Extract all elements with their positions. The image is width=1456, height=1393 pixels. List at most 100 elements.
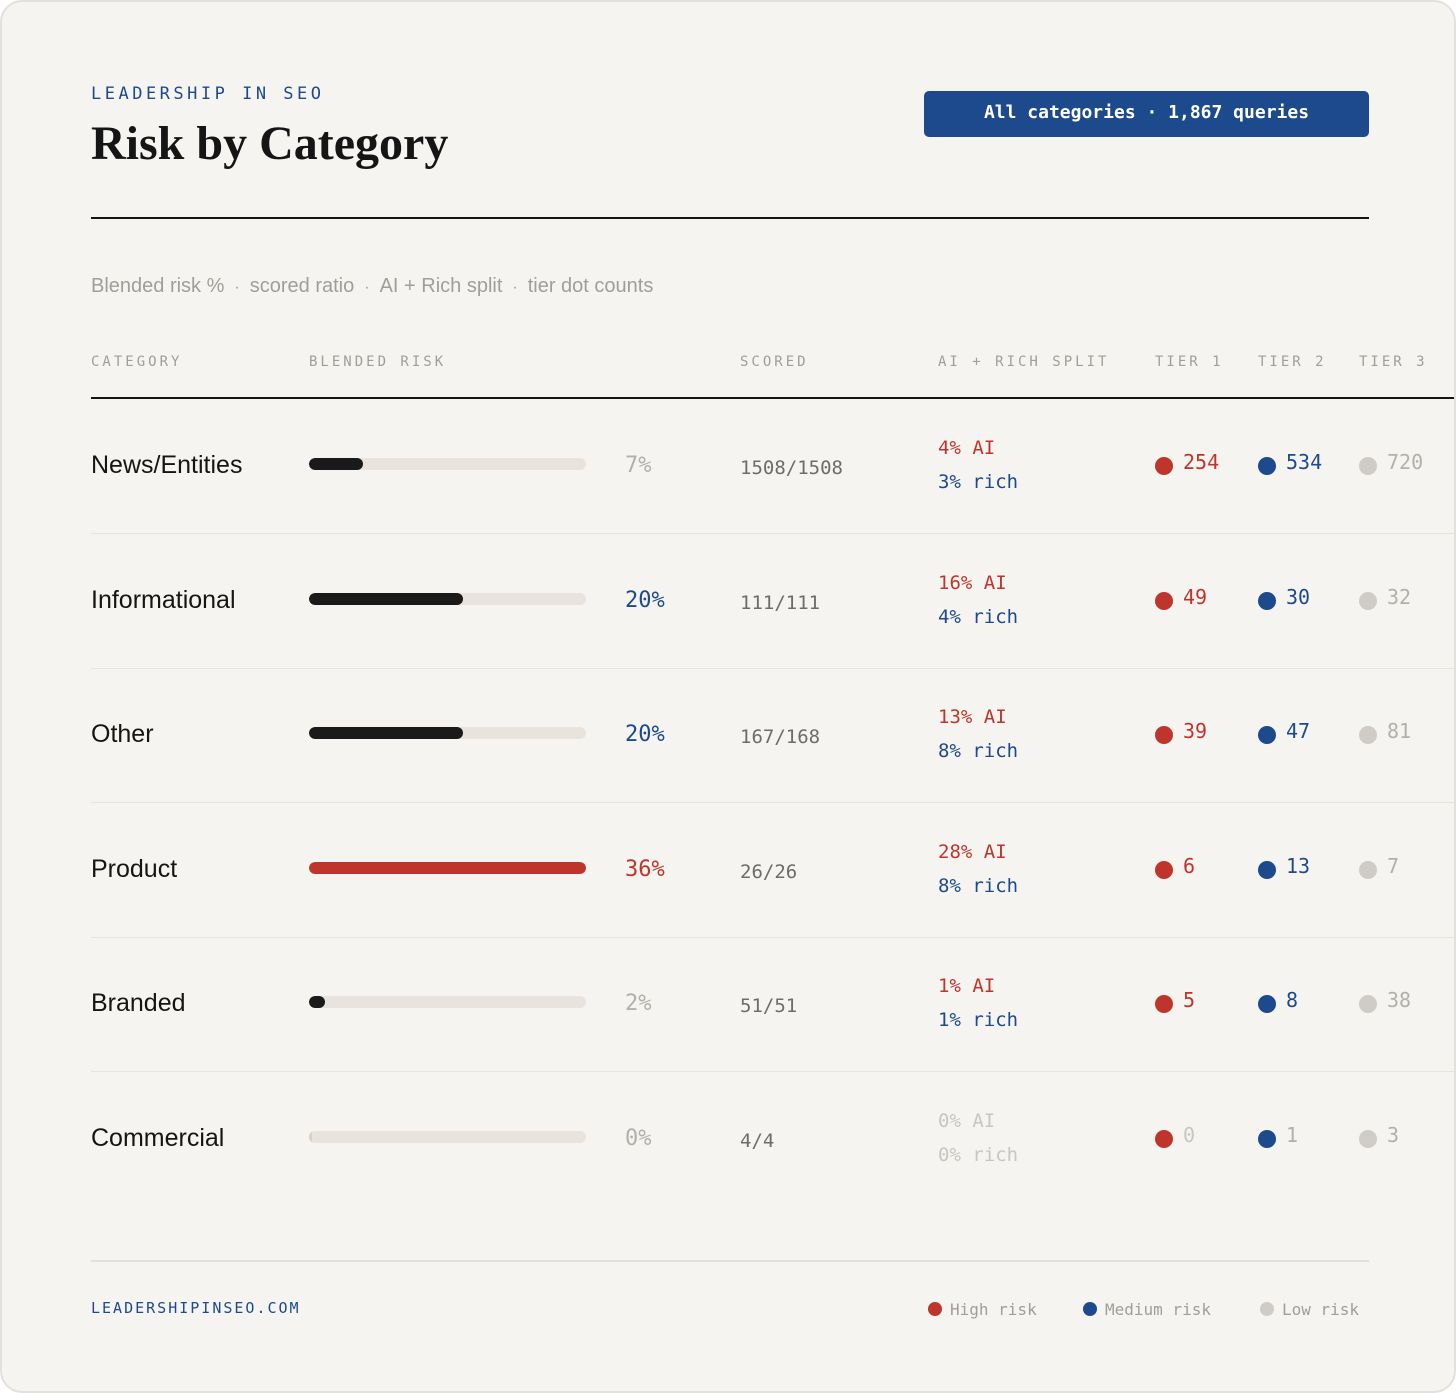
table-row: Informational 20% 111/111 16% AI 4% rich 49 30… bbox=[2, 534, 1454, 669]
medium-risk-dot-icon bbox=[1258, 592, 1276, 610]
tier2-value: 30 bbox=[1286, 585, 1311, 609]
chart-subtitle: Blended risk % · scored ratio · AI + Rich sp… bbox=[91, 275, 653, 298]
risk-bar bbox=[309, 996, 325, 1008]
column-header-tier2: TIER 2 bbox=[1258, 354, 1327, 370]
tier3-value: 3 bbox=[1387, 1123, 1400, 1147]
table-row: Branded 2% 51/51 1% AI 1% rich 5 8 38 bbox=[2, 937, 1454, 1072]
ai-split: 1% AI bbox=[938, 975, 996, 997]
table-header-divider bbox=[91, 397, 1454, 399]
tier2-value: 8 bbox=[1286, 988, 1299, 1012]
subtitle-separator: · bbox=[512, 279, 518, 296]
scored-ratio: 111/111 bbox=[740, 592, 821, 614]
row-divider bbox=[91, 668, 1454, 669]
page-title: Risk by Category bbox=[91, 117, 449, 170]
scored-ratio: 4/4 bbox=[740, 1130, 775, 1152]
ai-split: 28% AI bbox=[938, 841, 1007, 863]
ai-split: 13% AI bbox=[938, 706, 1007, 728]
category-label: News/Entities bbox=[91, 451, 243, 479]
tier1-value: 6 bbox=[1183, 854, 1196, 878]
scored-ratio: 51/51 bbox=[740, 995, 798, 1017]
blended-risk-value: 20% bbox=[625, 588, 665, 613]
tier1-value: 5 bbox=[1183, 988, 1196, 1012]
rich-split: 0% rich bbox=[938, 1144, 1019, 1166]
risk-bar bbox=[309, 458, 363, 470]
column-header-split: AI + RICH SPLIT bbox=[938, 354, 1110, 370]
tier2-value: 534 bbox=[1286, 450, 1323, 474]
risk-bar-track bbox=[309, 862, 586, 874]
medium-risk-dot-icon bbox=[1083, 1302, 1097, 1316]
rich-split: 8% rich bbox=[938, 875, 1019, 897]
low-risk-dot-icon bbox=[1359, 1130, 1377, 1148]
high-risk-dot-icon bbox=[1155, 995, 1173, 1013]
tier3-value: 720 bbox=[1387, 450, 1424, 474]
tier1-value: 254 bbox=[1183, 450, 1220, 474]
tier1-value: 49 bbox=[1183, 585, 1208, 609]
tier3-value: 7 bbox=[1387, 854, 1400, 878]
brand-label: LEADERSHIP IN SEO bbox=[91, 84, 325, 104]
risk-bar-track bbox=[309, 996, 586, 1008]
risk-bar-track bbox=[309, 727, 586, 739]
legend-label: Low risk bbox=[1282, 1300, 1360, 1319]
blended-risk-value: 36% bbox=[625, 857, 665, 882]
column-header-category: CATEGORY bbox=[91, 354, 183, 370]
high-risk-dot-icon bbox=[928, 1302, 942, 1316]
header-divider bbox=[91, 217, 1369, 219]
low-risk-dot-icon bbox=[1359, 861, 1377, 879]
scored-ratio: 26/26 bbox=[740, 861, 798, 883]
table-row: News/Entities 7% 1508/1508 4% AI 3% rich 254 5… bbox=[2, 399, 1454, 534]
column-header-scored: SCORED bbox=[740, 354, 809, 370]
tier1-value: 0 bbox=[1183, 1123, 1196, 1147]
risk-bar-track bbox=[309, 593, 586, 605]
subtitle-part: AI + Rich split bbox=[379, 275, 503, 297]
risk-bar-track bbox=[309, 458, 586, 470]
tier3-value: 32 bbox=[1387, 585, 1412, 609]
rich-split: 3% rich bbox=[938, 471, 1019, 493]
tier2-value: 13 bbox=[1286, 854, 1311, 878]
tier3-value: 38 bbox=[1387, 988, 1412, 1012]
high-risk-dot-icon bbox=[1155, 1130, 1173, 1148]
high-risk-dot-icon bbox=[1155, 861, 1173, 879]
risk-bar-track bbox=[309, 1131, 586, 1143]
scored-ratio: 1508/1508 bbox=[740, 457, 843, 479]
subtitle-part: Blended risk % bbox=[91, 275, 225, 297]
row-divider bbox=[91, 937, 1454, 938]
legend-label: Medium risk bbox=[1105, 1300, 1211, 1319]
site-link[interactable]: LEADERSHIPINSEO.COM bbox=[91, 1299, 301, 1317]
category-filter-button[interactable]: All categories · 1,867 queries bbox=[924, 91, 1369, 137]
category-label: Branded bbox=[91, 989, 186, 1017]
tier2-value: 47 bbox=[1286, 719, 1311, 743]
blended-risk-value: 2% bbox=[625, 991, 652, 1016]
risk-bar bbox=[309, 727, 463, 739]
tier3-value: 81 bbox=[1387, 719, 1412, 743]
ai-split: 4% AI bbox=[938, 437, 996, 459]
row-divider bbox=[91, 1071, 1454, 1072]
low-risk-dot-icon bbox=[1359, 995, 1377, 1013]
medium-risk-dot-icon bbox=[1258, 1130, 1276, 1148]
category-label: Other bbox=[91, 720, 154, 748]
row-divider bbox=[91, 533, 1454, 534]
category-label: Commercial bbox=[91, 1124, 225, 1152]
column-header-blended-risk: BLENDED RISK bbox=[309, 354, 447, 370]
tier1-value: 39 bbox=[1183, 719, 1208, 743]
blended-risk-value: 7% bbox=[625, 453, 652, 478]
high-risk-dot-icon bbox=[1155, 457, 1173, 475]
low-risk-dot-icon bbox=[1359, 592, 1377, 610]
subtitle-part: scored ratio bbox=[249, 275, 355, 297]
table-row: Other 20% 167/168 13% AI 8% rich 39 47 81 bbox=[2, 668, 1454, 803]
subtitle-part: tier dot counts bbox=[527, 275, 654, 297]
low-risk-dot-icon bbox=[1359, 726, 1377, 744]
subtitle-separator: · bbox=[234, 279, 240, 296]
risk-bar bbox=[309, 593, 463, 605]
legend-label: High risk bbox=[950, 1300, 1037, 1319]
medium-risk-dot-icon bbox=[1258, 861, 1276, 879]
scored-ratio: 167/168 bbox=[740, 726, 821, 748]
rich-split: 1% rich bbox=[938, 1009, 1019, 1031]
category-label: Informational bbox=[91, 586, 236, 614]
medium-risk-dot-icon bbox=[1258, 995, 1276, 1013]
tier2-value: 1 bbox=[1286, 1123, 1299, 1147]
rich-split: 8% rich bbox=[938, 740, 1019, 762]
ai-split: 0% AI bbox=[938, 1110, 996, 1132]
table-row: Product 36% 26/26 28% AI 8% rich 6 13 7 bbox=[2, 803, 1454, 938]
medium-risk-dot-icon bbox=[1258, 726, 1276, 744]
